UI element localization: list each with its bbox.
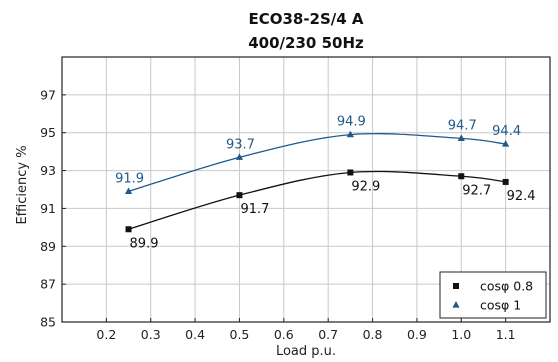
y-tick-label: 87 [40,277,56,292]
legend-marker [452,301,460,308]
data-label: 89.9 [130,236,159,251]
series-cosphi-1: 91.9 93.7 94.9 94.7 94.4 [115,115,521,194]
data-point [346,130,354,138]
x-tick-label: 0.3 [141,327,161,342]
data-point [124,187,133,194]
x-axis-label: Load p.u. [276,344,336,359]
series-cosphi-0-8: 89.9 91.7 92.9 92.7 92.4 [125,169,536,251]
data-label: 92.7 [462,183,491,198]
plot-frame [61,56,551,323]
legend-label: cosφ 0.8 [480,279,533,294]
x-tick-label: 0.6 [274,327,294,342]
y-tick-label: 95 [40,125,56,140]
y-tick-label: 93 [40,163,56,178]
series-layer: 89.9 91.7 92.9 92.7 92.4 91.9 93.7 94.9 94.7 94.4 [115,115,536,252]
data-label: 91.9 [115,171,144,186]
series-line [128,170,506,230]
y-axis-label: Efficiency % [15,145,30,224]
y-tick-label: 97 [40,87,56,102]
series-line [128,133,506,193]
data-point [502,140,510,147]
axis-ticks: 0.2 0.3 0.4 0.5 0.6 0.7 0.8 0.9 1.0 1.1 85 87 89 91 93… [40,87,515,342]
data-point [236,192,243,199]
data-point [502,178,509,185]
x-tick-label: 0.8 [363,327,383,342]
data-point [347,169,354,176]
x-tick-label: 0.7 [318,327,338,342]
data-label: 93.7 [226,137,255,152]
chart-title: ECO38-2S/4 A [248,10,363,28]
x-tick-label: 0.2 [96,327,116,342]
x-tick-label: 1.1 [496,327,516,342]
data-label: 94.4 [492,124,521,139]
y-tick-label: 85 [40,315,56,330]
legend-box [439,271,547,319]
data-label: 94.7 [448,118,477,133]
legend-label: cosφ 1 [480,298,521,313]
chart-subtitle: 400/230 50Hz [248,34,364,52]
data-point [457,134,465,141]
data-label: 91.7 [240,202,269,217]
data-label: 92.4 [507,189,536,204]
data-point [235,153,244,160]
data-point [125,226,132,233]
y-tick-label: 89 [40,239,56,254]
y-tick-label: 91 [40,201,56,216]
data-label: 92.9 [351,179,380,194]
x-tick-label: 0.4 [185,327,205,342]
x-tick-label: 1.0 [451,327,471,342]
legend-marker [453,283,459,289]
x-tick-label: 0.5 [230,327,250,342]
legend: cosφ 0.8 cosφ 1 [439,271,547,319]
data-label: 94.9 [337,115,366,130]
data-point [458,173,465,180]
x-tick-label: 0.9 [407,327,427,342]
